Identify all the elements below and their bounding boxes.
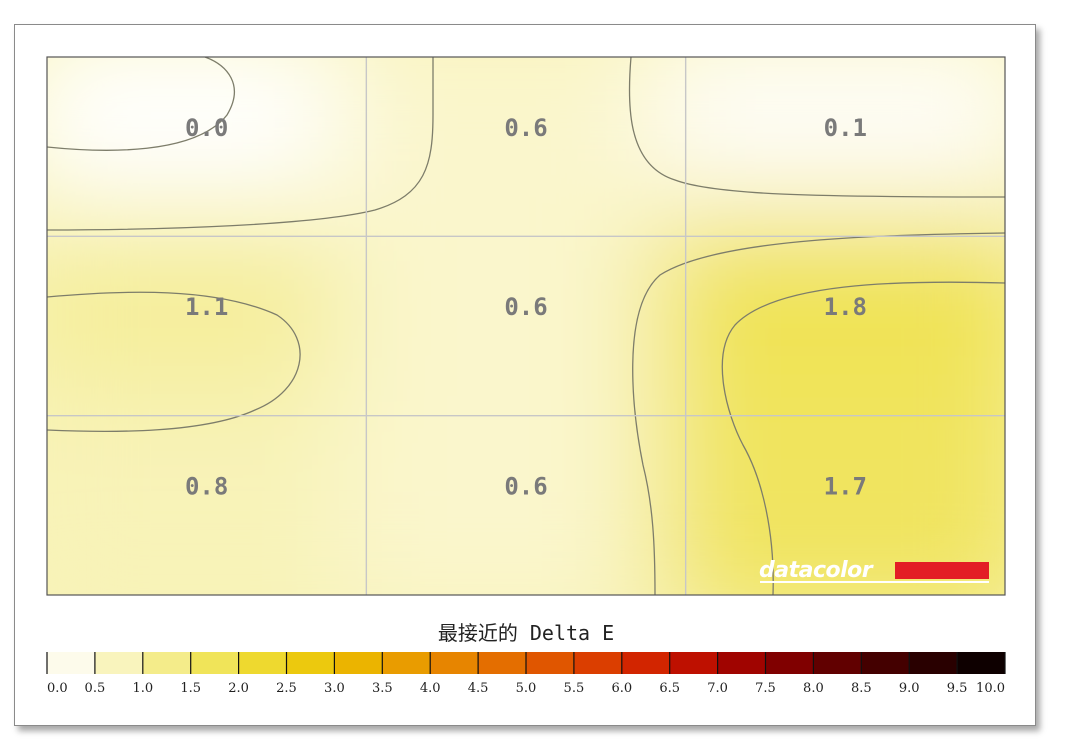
grid-lines [47,57,1005,595]
cell-value-labels: 0.0 0.6 0.1 1.1 0.6 1.8 0.8 0.6 1.7 [185,114,867,501]
heat-cell [655,385,1005,595]
datacolor-logo-text: datacolor [759,558,874,583]
colorbar-segment [765,652,814,674]
colorbar-title: 最接近的 Delta E [438,621,614,645]
colorbar-tick-label: 3.0 [324,681,345,696]
heat-cell [336,385,716,595]
cell-value-label: 0.6 [504,473,547,501]
colorbar-segment [94,652,144,674]
colorbar-tick-label: 7.0 [707,681,728,696]
colorbar-tick-label: 5.0 [516,681,537,696]
cell-value-label: 1.7 [824,473,867,501]
contour-line [632,232,1005,595]
colorbar-tick-label: 2.0 [228,681,249,696]
colorbar: 0.0 0.5 1.0 1.5 2.0 2.5 3.0 3.5 4.0 4.5 5.0 5.5 6.0 6… [46,652,1006,696]
datacolor-logo-underline [760,581,989,583]
colorbar-tick-label: 1.0 [132,681,153,696]
colorbar-tick-label: 9.0 [899,681,920,696]
plot-border [46,56,1006,596]
contour-line [47,57,434,231]
datacolor-logo: datacolor [759,558,989,583]
colorbar-segment [478,652,527,674]
colorbar-tick-label: 10.0 [976,681,1005,696]
colorbar-segment [669,652,719,674]
colorbar-tick-label: 7.5 [755,681,776,696]
heat-field [47,57,1005,595]
colorbar-tick-label: 1.5 [180,681,201,696]
datacolor-logo-bar [895,562,989,579]
colorbar-segment [430,652,479,674]
colorbar-segment [142,652,192,674]
contour-lines [47,57,1005,595]
colorbar-segment [717,652,766,674]
colorbar-segment [47,652,96,674]
colorbar-segment [238,652,287,674]
colorbar-tick-label: 9.5 [947,681,968,696]
colorbar-segment [909,652,958,674]
contour-line [47,291,301,433]
chart-frame: 0.0 0.6 0.1 1.1 0.6 1.8 0.8 0.6 1.7 datacolor 最接… [14,24,1036,726]
heatmap-plot-area: 0.0 0.6 0.1 1.1 0.6 1.8 0.8 0.6 1.7 datacolor [46,56,1006,596]
colorbar-segment [573,652,623,674]
colorbar-segment [813,652,862,674]
colorbar-segment [334,652,383,674]
colorbar-tick-label: 4.0 [420,681,441,696]
colorbar-segment [382,652,431,674]
colorbar-tick-label: 4.5 [468,681,489,696]
colorbar-segment [621,652,671,674]
heatmap-chart: 0.0 0.6 0.1 1.1 0.6 1.8 0.8 0.6 1.7 datacolor 最接… [46,56,1006,696]
contour-line [628,57,1005,198]
colorbar-segment [861,652,910,674]
colorbar-tick-label: 0.5 [85,681,106,696]
cell-value-label: 0.1 [824,114,867,142]
cell-value-label: 0.0 [185,114,228,142]
cell-value-label: 1.1 [185,293,228,321]
cell-value-label: 0.6 [504,114,547,142]
colorbar-tick-label: 8.0 [803,681,824,696]
colorbar-tick-label: 3.5 [372,681,393,696]
colorbar-segment [286,652,335,674]
colorbar-segment [526,652,575,674]
cell-value-label: 1.8 [824,293,867,321]
colorbar-tick-label: 2.5 [276,681,297,696]
colorbar-tick-label: 5.5 [564,681,585,696]
colorbar-segment [190,652,240,674]
colorbar-tick-label: 6.5 [659,681,680,696]
colorbar-segment [957,652,1006,674]
colorbar-tick-label: 0.0 [47,681,68,696]
cell-value-label: 0.8 [185,473,228,501]
colorbar-tick-label: 6.0 [611,681,632,696]
contour-line [47,57,235,151]
cell-value-label: 0.6 [504,293,547,321]
colorbar-tick-label: 8.5 [851,681,872,696]
contour-line [721,281,1005,595]
